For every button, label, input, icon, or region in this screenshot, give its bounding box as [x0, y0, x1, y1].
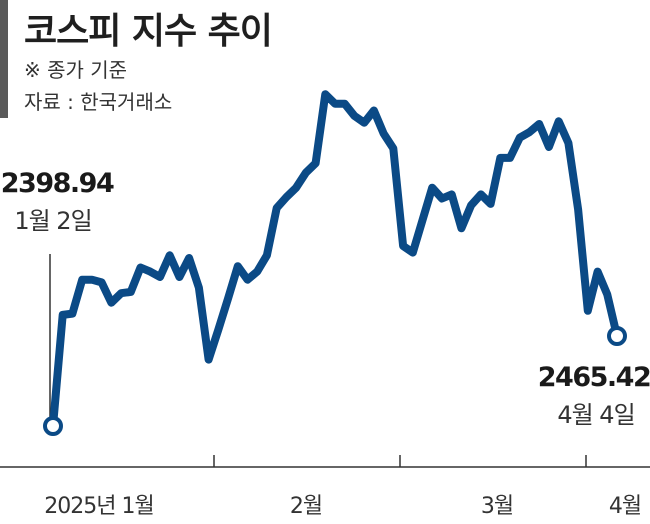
- end-date-label: 4월 4일: [557, 401, 634, 429]
- x-tick-group: 2025년 1월 2월 3월 4월: [44, 455, 642, 519]
- series-line-kospi: [49, 90, 621, 430]
- end-point-marker: [607, 326, 627, 346]
- x-tick-label: 2월: [290, 494, 322, 519]
- x-tick-label: 4월: [609, 494, 641, 519]
- start-point-marker: [43, 416, 63, 436]
- chart-source: 자료 : 한국거래소: [24, 90, 173, 114]
- chart-title: 코스피 지수 추이: [24, 11, 273, 52]
- data-point-group: [43, 326, 627, 436]
- x-tick-label: 2025년 1월: [44, 494, 153, 519]
- start-value-label: 2398.94: [1, 168, 114, 199]
- chart-note: ※ 종가 기준: [24, 58, 128, 82]
- end-value-label: 2465.42: [538, 362, 650, 393]
- x-tick-label: 3월: [481, 494, 513, 519]
- start-date-label: 1월 2일: [14, 207, 91, 235]
- header-accent-bar: [0, 0, 8, 118]
